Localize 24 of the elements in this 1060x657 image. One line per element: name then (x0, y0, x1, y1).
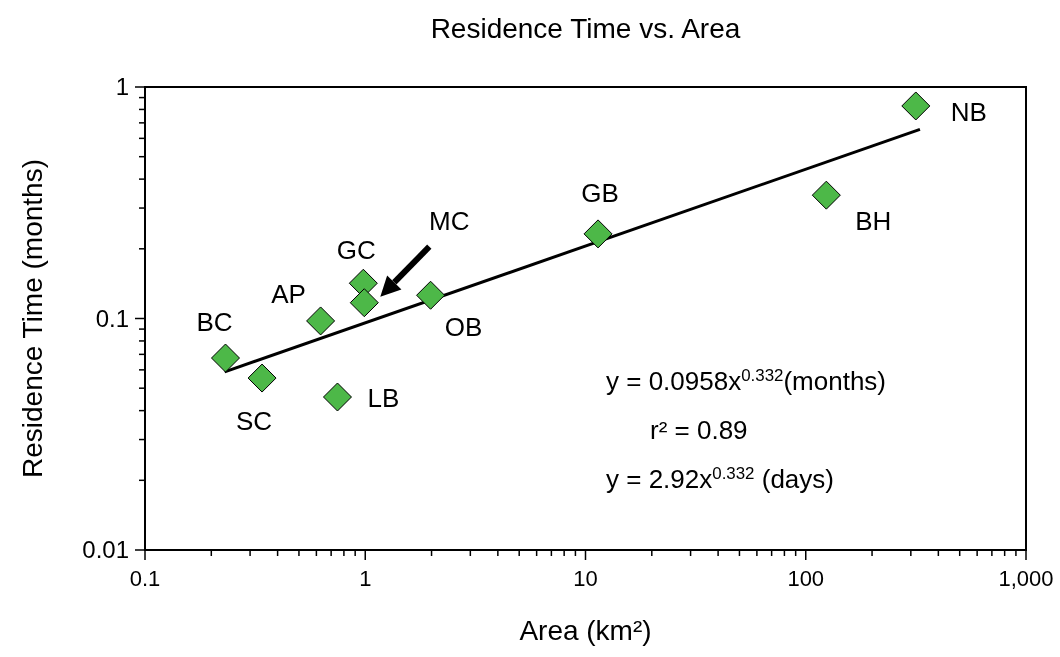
annotation: y = 2.92x$^{0.332}$ (days) (606, 463, 834, 494)
annotation: GB (581, 177, 619, 208)
annotation: BC (196, 307, 233, 338)
x-tick-label: 10 (573, 566, 598, 591)
annotation: SC (236, 406, 273, 437)
annotation: AP (271, 278, 306, 309)
annotation: MC (429, 205, 470, 236)
annotation: OB (444, 312, 483, 343)
x-tick-label: 1,000 (998, 566, 1054, 591)
annotation: y = 0.0958x$^{0.332}$(months) (606, 365, 887, 396)
y-tick-label: 0.1 (95, 304, 129, 332)
x-tick-label: 0.1 (129, 566, 161, 591)
annotation: GC (336, 235, 376, 266)
x-tick-label: 100 (787, 566, 825, 591)
x-tick-label: 1 (359, 566, 372, 591)
annotation: LB (367, 383, 400, 414)
y-tick-label: 1 (115, 73, 129, 100)
annotation: NB (950, 96, 987, 127)
y-axis-title: Residence Time (months) (17, 158, 48, 479)
y-tick-label: 0.01 (82, 536, 129, 563)
annotation: BH (855, 206, 892, 237)
chart-title: Residence Time vs. Area (430, 13, 741, 44)
x-axis-title: Area (km²) (519, 615, 652, 646)
annotation: r² = 0.89 (650, 415, 748, 445)
